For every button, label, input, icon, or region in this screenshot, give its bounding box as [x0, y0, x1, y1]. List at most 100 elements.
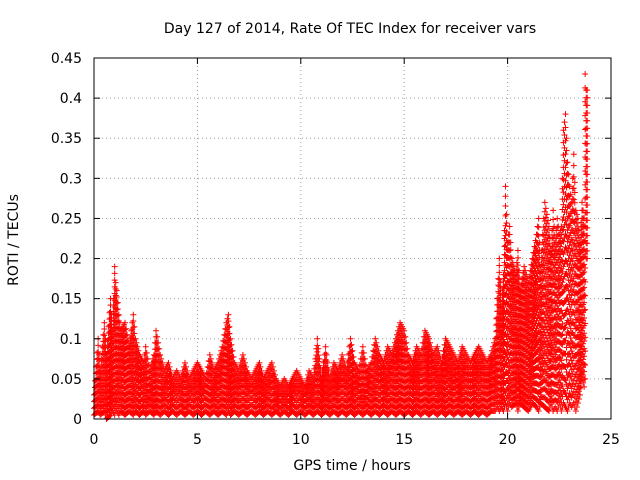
data-point [503, 211, 510, 218]
data-point [143, 349, 150, 356]
chart-title: Day 127 of 2014, Rate Of TEC Index for r… [164, 21, 536, 37]
data-point [322, 343, 329, 350]
data-point [130, 311, 137, 318]
data-point [122, 319, 129, 326]
data-point [106, 400, 113, 407]
data-point [106, 380, 113, 387]
data-point [96, 371, 103, 378]
data-point [534, 231, 541, 238]
data-point [239, 351, 246, 358]
data-point [347, 335, 354, 342]
data-point [106, 412, 113, 419]
data-point [166, 363, 173, 370]
data-point [184, 367, 191, 374]
data-point [521, 263, 528, 270]
data-point [181, 359, 188, 366]
data-point [114, 306, 121, 313]
data-point [514, 247, 521, 254]
data-point [124, 331, 131, 338]
data-point [95, 348, 102, 355]
data-point [542, 205, 549, 212]
data-point [116, 319, 123, 326]
data-point [110, 314, 117, 321]
data-point [111, 270, 118, 277]
data-point [96, 351, 103, 358]
data-point [112, 279, 119, 286]
data-point [534, 223, 541, 230]
data-point [106, 387, 113, 394]
data-point [496, 255, 503, 262]
data-point [154, 333, 161, 340]
data-point [144, 362, 151, 369]
data-point [124, 338, 131, 345]
data-point [142, 393, 149, 400]
data-point [122, 326, 129, 333]
data-point [123, 325, 130, 332]
data-point [502, 232, 509, 239]
data-point [111, 277, 118, 284]
data-point [113, 293, 120, 300]
data-point [339, 351, 346, 358]
data-point [113, 300, 120, 307]
data-point [183, 363, 190, 370]
data-point [144, 355, 151, 362]
data-point [142, 343, 149, 350]
data-point [496, 283, 503, 290]
data-point [141, 371, 148, 378]
data-point [130, 324, 137, 331]
data-point [535, 215, 542, 222]
data-point [101, 344, 108, 351]
data-point [541, 199, 548, 206]
data-point [113, 287, 120, 294]
data-point [130, 317, 137, 324]
data-point [123, 332, 130, 339]
data-point [131, 330, 138, 337]
data-point [101, 338, 108, 345]
data-point [149, 355, 156, 362]
data-point [101, 326, 108, 333]
data-point [156, 345, 163, 352]
data-point [134, 343, 141, 350]
data-point [111, 398, 118, 405]
data-point [314, 335, 321, 342]
data-point [114, 312, 121, 319]
data-point [106, 393, 113, 400]
data-point [115, 311, 122, 318]
data-point [155, 339, 162, 346]
data-point [159, 359, 166, 366]
data-points [91, 71, 591, 422]
data-point [514, 407, 521, 414]
data-point [153, 327, 160, 334]
data-point [149, 361, 156, 368]
data-point [347, 342, 354, 349]
data-point [359, 343, 366, 350]
data-point [135, 347, 142, 354]
data-point [95, 342, 102, 349]
data-point [502, 212, 509, 219]
data-point [100, 331, 107, 338]
data-point [496, 262, 503, 269]
data-point [111, 263, 118, 270]
data-point [502, 203, 509, 210]
data-point [115, 355, 122, 362]
data-point [314, 348, 321, 355]
data-point [101, 319, 108, 326]
data-point [314, 342, 321, 349]
data-point [115, 349, 122, 356]
data-point [167, 367, 174, 374]
data-point [132, 335, 139, 342]
data-point [225, 311, 232, 318]
data-point [157, 351, 164, 358]
data-point [133, 339, 140, 346]
data-point [502, 183, 509, 190]
data-point [156, 352, 163, 359]
data-point [535, 224, 542, 231]
data-point [131, 323, 138, 330]
data-point [158, 355, 165, 362]
data-point [165, 359, 172, 366]
data-point [142, 399, 149, 406]
data-point [506, 223, 513, 230]
data-point [372, 335, 379, 342]
data-point [114, 299, 121, 306]
